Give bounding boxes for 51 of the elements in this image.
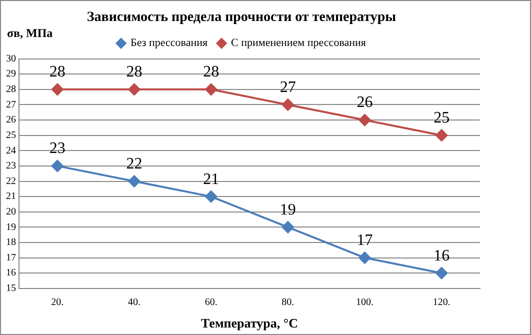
legend-label: С применением прессования xyxy=(231,37,366,50)
x-tick-label: 80. xyxy=(282,297,294,308)
data-label: 17 xyxy=(356,232,373,249)
x-tick-label: 40. xyxy=(128,297,140,308)
data-label: 27 xyxy=(280,78,296,96)
y-tick-label: 21 xyxy=(6,191,16,202)
x-tick-label: 20. xyxy=(51,297,64,308)
data-label: 19 xyxy=(280,201,296,218)
y-tick-label: 22 xyxy=(6,176,16,187)
x-tick-label: 60. xyxy=(204,297,218,308)
y-tick-label: 16 xyxy=(6,268,16,279)
y-tick-label: 28 xyxy=(6,84,16,96)
chart-title: Зависимость предела прочности от температуры xyxy=(86,10,396,26)
data-label: 22 xyxy=(126,155,142,172)
point xyxy=(282,221,294,234)
x-axis-title: Температура, °С xyxy=(201,316,298,331)
y-tick-label: 27 xyxy=(6,99,16,110)
y-tick-label: 24 xyxy=(6,145,16,156)
point xyxy=(205,190,218,203)
data-label: 26 xyxy=(356,94,373,112)
point xyxy=(51,83,64,96)
legend-label: Без прессования xyxy=(130,37,208,50)
data-label: 21 xyxy=(203,170,220,188)
point xyxy=(436,267,448,280)
point xyxy=(51,160,64,172)
x-tick-label: 120. xyxy=(432,297,450,308)
data-label: 25 xyxy=(434,110,450,127)
point xyxy=(358,252,371,264)
data-label: 16 xyxy=(434,247,450,264)
y-tick-label: 29 xyxy=(6,68,16,80)
y-tick-label: 30 xyxy=(6,53,16,64)
y-tick-label: 26 xyxy=(6,114,16,126)
point xyxy=(128,175,140,188)
point xyxy=(358,114,371,126)
point xyxy=(282,98,294,111)
y-tick-label: 17 xyxy=(6,252,16,264)
point xyxy=(436,129,448,142)
y-tick-label: 15 xyxy=(6,283,16,294)
y-axis-title: σв, МПа xyxy=(7,26,53,40)
y-tick-label: 18 xyxy=(6,237,16,248)
point xyxy=(205,83,218,96)
data-label: 23 xyxy=(49,140,66,158)
y-tick-label: 23 xyxy=(6,160,16,172)
data-label: 28 xyxy=(126,64,142,81)
y-tick-label: 25 xyxy=(6,130,16,141)
y-tick-label: 20 xyxy=(6,206,16,218)
y-tick-label: 19 xyxy=(6,222,16,233)
x-tick-label: 100. xyxy=(356,297,374,308)
point xyxy=(128,83,140,96)
data-label: 28 xyxy=(203,64,220,81)
data-label: 28 xyxy=(49,64,66,81)
